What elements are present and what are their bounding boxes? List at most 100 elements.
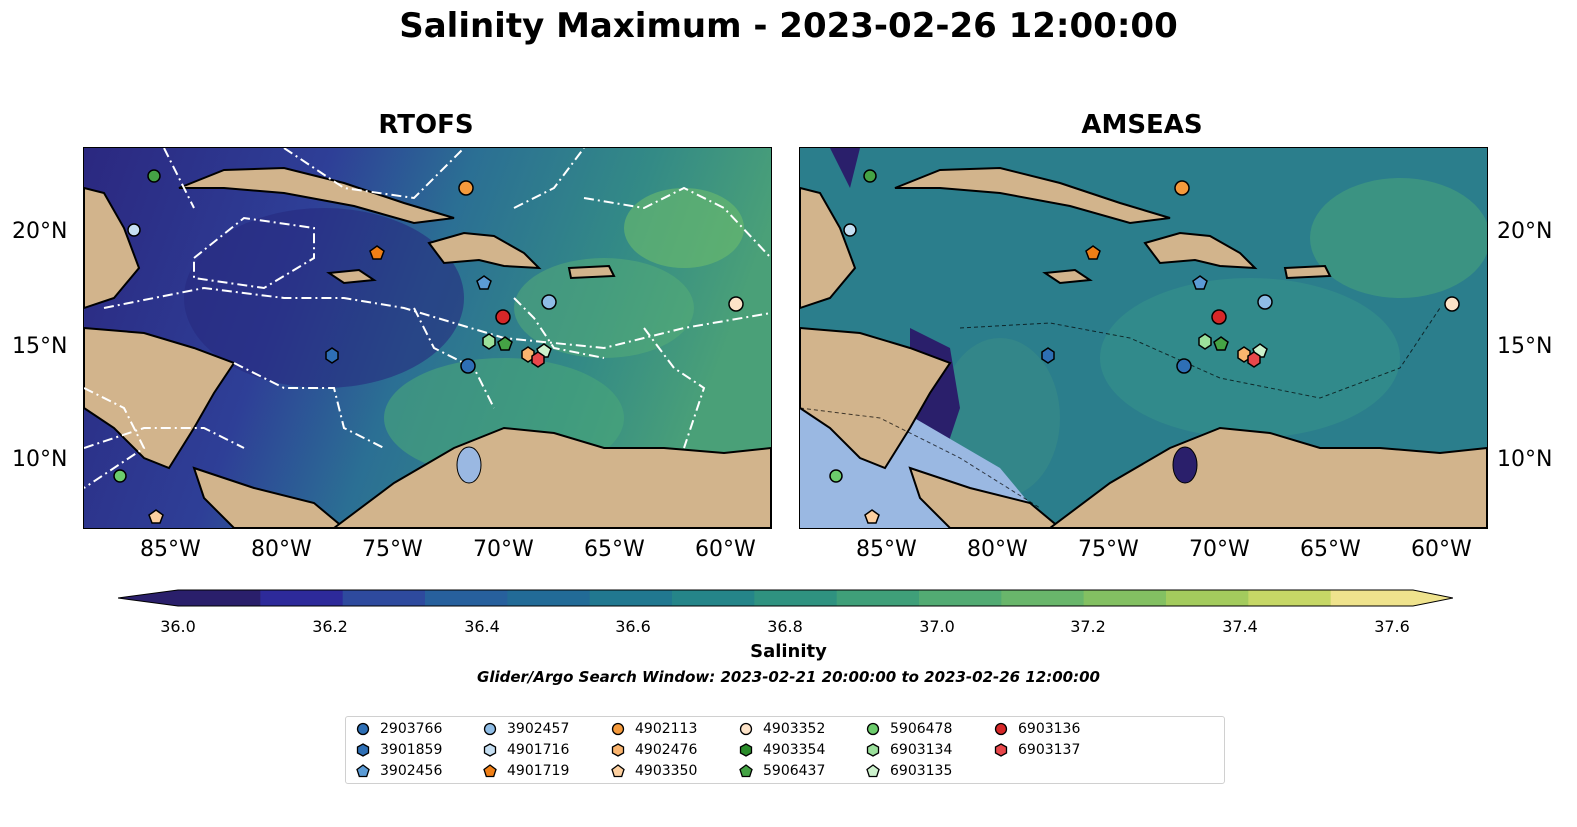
legend-item[interactable]: 2903766 [356, 721, 442, 737]
marker-3901859[interactable] [325, 347, 339, 364]
legend-item[interactable]: 5906478 [866, 721, 952, 737]
south-america-land [332, 426, 771, 528]
marker-4903350[interactable] [148, 509, 164, 524]
colorbar [117, 588, 1454, 608]
marker-4903350[interactable] [864, 509, 880, 524]
circle-marker-icon [356, 722, 370, 736]
marker-6903134[interactable] [482, 333, 496, 350]
colorbar-segment [919, 590, 1002, 606]
legend-item[interactable]: 6903136 [994, 721, 1080, 737]
lat-tick: 15°N [1497, 334, 1553, 359]
cuba-land [894, 166, 1171, 225]
hexagon-marker-icon [611, 743, 625, 757]
hispaniola-land [427, 231, 542, 270]
legend-item-label: 3902457 [507, 721, 570, 737]
legend-item[interactable]: 3901859 [356, 742, 442, 758]
lon-tick: 65°W [1300, 537, 1361, 562]
colorbar-segment [1083, 590, 1167, 606]
lon-tick: 80°W [251, 537, 312, 562]
marker-5906437[interactable] [863, 169, 877, 183]
colorbar-extend-min [118, 590, 178, 606]
marker-4903352[interactable] [1444, 296, 1460, 312]
legend-item[interactable]: 6903134 [866, 742, 952, 758]
marker-2903766[interactable] [1176, 358, 1192, 374]
legend-item[interactable]: 6903137 [994, 742, 1080, 758]
marker-5906478[interactable] [113, 469, 127, 483]
marker-4902476[interactable] [521, 346, 535, 363]
hexagon-marker-icon [866, 743, 880, 757]
legend-item[interactable]: 4901719 [483, 763, 569, 779]
float-markers[interactable] [829, 169, 1460, 524]
circle-marker-icon [483, 722, 497, 736]
marker-4901719[interactable] [369, 245, 385, 260]
marker-2903766[interactable] [460, 358, 476, 374]
maracaibo-lake [456, 446, 482, 484]
marker-3901859[interactable] [1041, 347, 1055, 364]
map-panel-amseas[interactable] [799, 147, 1488, 529]
legend-item-label: 4903350 [635, 763, 698, 779]
pentagon-marker-icon [356, 764, 370, 778]
marker-4901716[interactable] [843, 223, 857, 237]
colorbar-svg [117, 589, 1454, 607]
colorbar-tick: 36.2 [312, 617, 348, 636]
legend-item-label: 2903766 [380, 721, 443, 737]
marker-4901716[interactable] [127, 223, 141, 237]
marker-3902457[interactable] [1257, 294, 1273, 310]
colorbar-extend-max [1413, 590, 1453, 606]
panama-land [908, 466, 1062, 528]
marker-4901719[interactable] [1085, 245, 1101, 260]
circle-marker-icon [994, 722, 1008, 736]
hexagon-marker-icon [739, 743, 753, 757]
marker-3902457[interactable] [541, 294, 557, 310]
legend-item-label: 4902476 [635, 742, 698, 758]
legend-item-label: 6903136 [1018, 721, 1081, 737]
map-panel-rtofs[interactable] [83, 147, 772, 529]
marker-5906437b[interactable] [1213, 336, 1229, 351]
marker-6903137[interactable] [1247, 351, 1261, 368]
legend-item[interactable]: 6903135 [866, 763, 952, 779]
lat-tick: 15°N [12, 334, 68, 359]
lon-tick: 85°W [140, 537, 201, 562]
jamaica-land [326, 268, 377, 285]
figure-title: Salinity Maximum - 2023-02-26 12:00:00 [399, 6, 1178, 46]
legend-item[interactable]: 4903350 [611, 763, 697, 779]
marker-6903136[interactable] [495, 309, 511, 325]
pentagon-marker-icon [611, 764, 625, 778]
marker-3902456[interactable] [1192, 275, 1208, 290]
legend-item[interactable]: 4902476 [611, 742, 697, 758]
lon-tick: 65°W [584, 537, 645, 562]
marker-5906437[interactable] [147, 169, 161, 183]
marker-6903134[interactable] [1198, 333, 1212, 350]
marker-6903136[interactable] [1211, 309, 1227, 325]
lon-tick: 85°W [856, 537, 917, 562]
colorbar-segment [425, 590, 508, 606]
legend-item[interactable]: 4903352 [739, 721, 825, 737]
pentagon-marker-icon [483, 764, 497, 778]
colorbar-tick: 36.0 [160, 617, 196, 636]
honduras-land [84, 326, 236, 470]
legend-item[interactable]: 5906437 [739, 763, 825, 779]
legend-item[interactable]: 4902113 [611, 721, 697, 737]
colorbar-segment [589, 590, 673, 606]
legend-item[interactable]: 4903354 [739, 742, 825, 758]
float-markers[interactable] [113, 169, 744, 524]
south-america-land [1048, 426, 1487, 528]
marker-4902113[interactable] [1174, 180, 1190, 196]
legend-item[interactable]: 3902457 [483, 721, 569, 737]
marker-6903137[interactable] [531, 351, 545, 368]
circle-marker-icon [866, 722, 880, 736]
legend-item[interactable]: 4901716 [483, 742, 569, 758]
legend-item[interactable]: 3902456 [356, 763, 442, 779]
marker-4902113[interactable] [458, 180, 474, 196]
marker-3902456[interactable] [476, 275, 492, 290]
legend-item-label: 3901859 [380, 742, 443, 758]
pentagon-marker-icon [739, 764, 753, 778]
lat-tick: 10°N [1497, 447, 1553, 472]
lon-tick: 60°W [695, 537, 756, 562]
puerto-rico-land [567, 264, 616, 280]
colorbar-segment [1001, 590, 1085, 606]
marker-5906478[interactable] [829, 469, 843, 483]
marker-4903352[interactable] [728, 296, 744, 312]
marker-5906437b[interactable] [497, 336, 513, 351]
marker-4902476[interactable] [1237, 346, 1251, 363]
